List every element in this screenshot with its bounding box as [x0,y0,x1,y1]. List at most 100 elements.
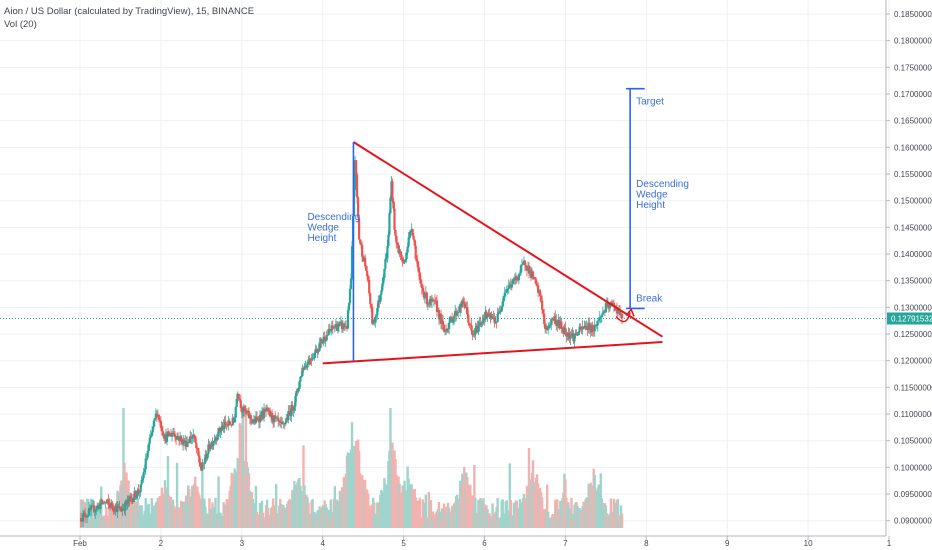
candle-body [143,469,146,473]
candle-body [548,326,551,329]
candle-body [176,436,180,438]
candle-body [99,504,102,509]
candle-body [277,417,280,422]
volume-bar [429,500,433,528]
candle-body [86,515,90,517]
volume-bar [508,463,511,528]
candle-body [195,442,198,448]
candle-body [573,333,576,342]
candle-body [425,292,428,305]
candle-body [194,436,197,443]
candle-body [458,311,461,313]
candle-body [419,280,422,284]
candle-body [193,434,196,437]
candle-body [450,316,453,318]
candle-body [95,509,98,511]
candle-body [397,244,400,253]
candle-body [337,323,340,327]
candle-body [172,433,176,435]
candle-body [153,418,156,421]
candle-body [369,293,372,305]
y-tick-label: 0.11500000 [894,383,932,392]
candle-body [233,417,236,423]
candle-body [142,472,145,478]
candle-body [566,335,569,337]
candle-body [375,315,378,317]
candle-body [250,419,254,423]
candle-body [523,260,527,266]
candle-body [361,244,364,257]
volume-bar [318,506,321,528]
candle-body [480,323,483,326]
candle-body [79,518,83,522]
candle-body [401,259,404,263]
candle-body [201,462,204,471]
candle-body [376,308,379,316]
candle-body [228,420,231,425]
candle-body [220,426,223,431]
candle-body [520,264,524,266]
candle-body [112,507,115,511]
volume-bar [373,502,376,528]
candle-body [173,434,177,438]
candle-body [309,358,312,360]
candle-body [333,326,336,328]
candle-body [316,349,319,353]
candle-body [332,327,335,329]
candle-body [517,274,520,281]
candle-body [368,279,371,294]
candlesticks [79,155,624,528]
volume-bar [505,500,508,528]
candle-body [448,322,451,329]
candle-body [488,313,491,315]
chart-drawings[interactable]: DescendingWedgeHeightDescendingWedgeHeig… [307,87,689,365]
candle-body [225,424,228,426]
candle-body [421,288,424,292]
volume-bar [486,508,489,528]
candle-body [234,406,237,418]
candle-body [470,324,473,331]
candle-body [281,422,284,424]
candle-body [144,458,147,470]
candle-body [569,335,572,339]
candle-body [383,268,386,279]
candle-body [308,358,311,364]
candle-body [158,420,161,422]
candle-body [439,313,443,324]
candle-body [240,407,243,413]
candle-body [293,406,296,411]
candle-body [515,276,518,280]
candle-body [445,328,449,332]
candle-body [600,314,603,317]
candle-body [596,320,599,326]
candle-body [464,303,467,309]
volume-bar [201,471,204,528]
candle-body [151,426,154,433]
candle-body [256,417,260,421]
volume-bar [567,502,570,528]
candle-body [468,322,471,325]
candle-body [371,307,374,324]
candle-body [354,160,358,175]
candle-body [417,267,420,273]
candle-body [499,309,502,313]
candle-body [130,497,133,499]
candle-body [287,411,290,421]
volume-bar [440,508,444,528]
volume-bar [254,485,258,528]
candle-body [597,318,600,321]
candle-body [377,300,380,309]
candle-body [342,323,346,327]
right-wedge-height-label: Descending [636,179,689,190]
candle-body [323,336,326,342]
candle-body [226,424,229,426]
candle-body [291,404,294,411]
candle-body [394,229,397,237]
